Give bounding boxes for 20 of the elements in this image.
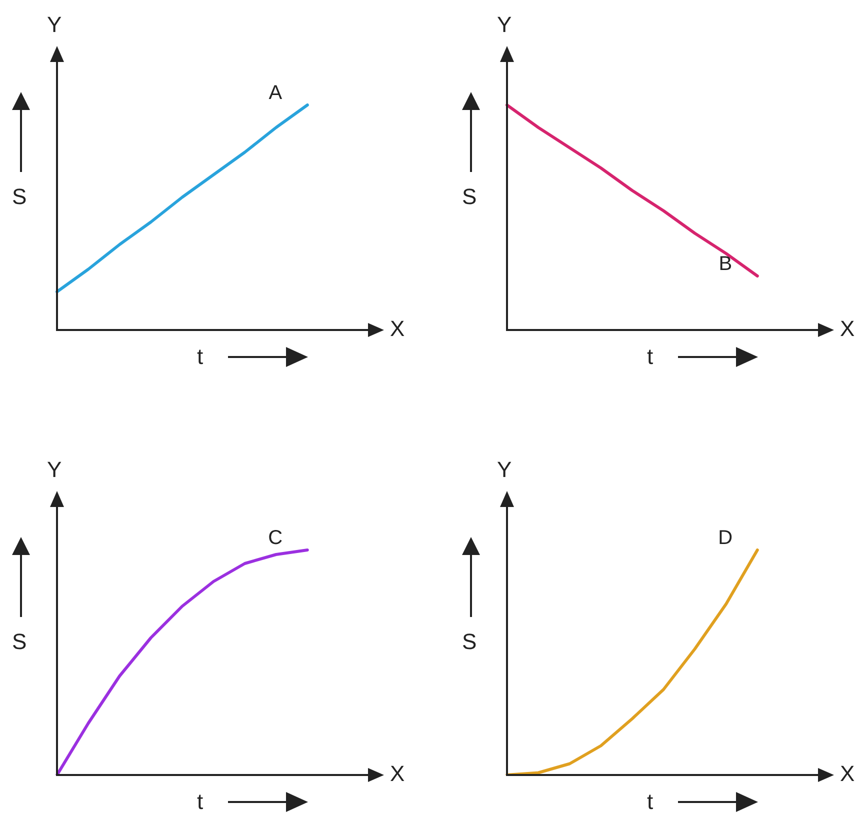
- series-label: D: [718, 527, 733, 549]
- text: X: [840, 761, 855, 786]
- x-axis-title: t: [647, 344, 654, 369]
- text: Y: [47, 457, 62, 482]
- text: Y: [497, 457, 512, 482]
- x-axis-title: t: [197, 344, 204, 369]
- series-label: C: [268, 527, 283, 549]
- y-axis-title: S: [462, 629, 477, 654]
- text: X: [390, 761, 405, 786]
- series-label: B: [718, 253, 732, 275]
- y-axis-title: S: [12, 629, 27, 654]
- y-axis-title: S: [462, 184, 477, 209]
- text: Y: [47, 12, 62, 37]
- text: Y: [497, 12, 512, 37]
- series-label: A: [268, 82, 283, 104]
- text: X: [840, 316, 855, 341]
- y-axis-title: S: [12, 184, 27, 209]
- text: X: [390, 316, 405, 341]
- x-axis-title: t: [647, 789, 654, 813]
- x-axis-title: t: [197, 789, 204, 813]
